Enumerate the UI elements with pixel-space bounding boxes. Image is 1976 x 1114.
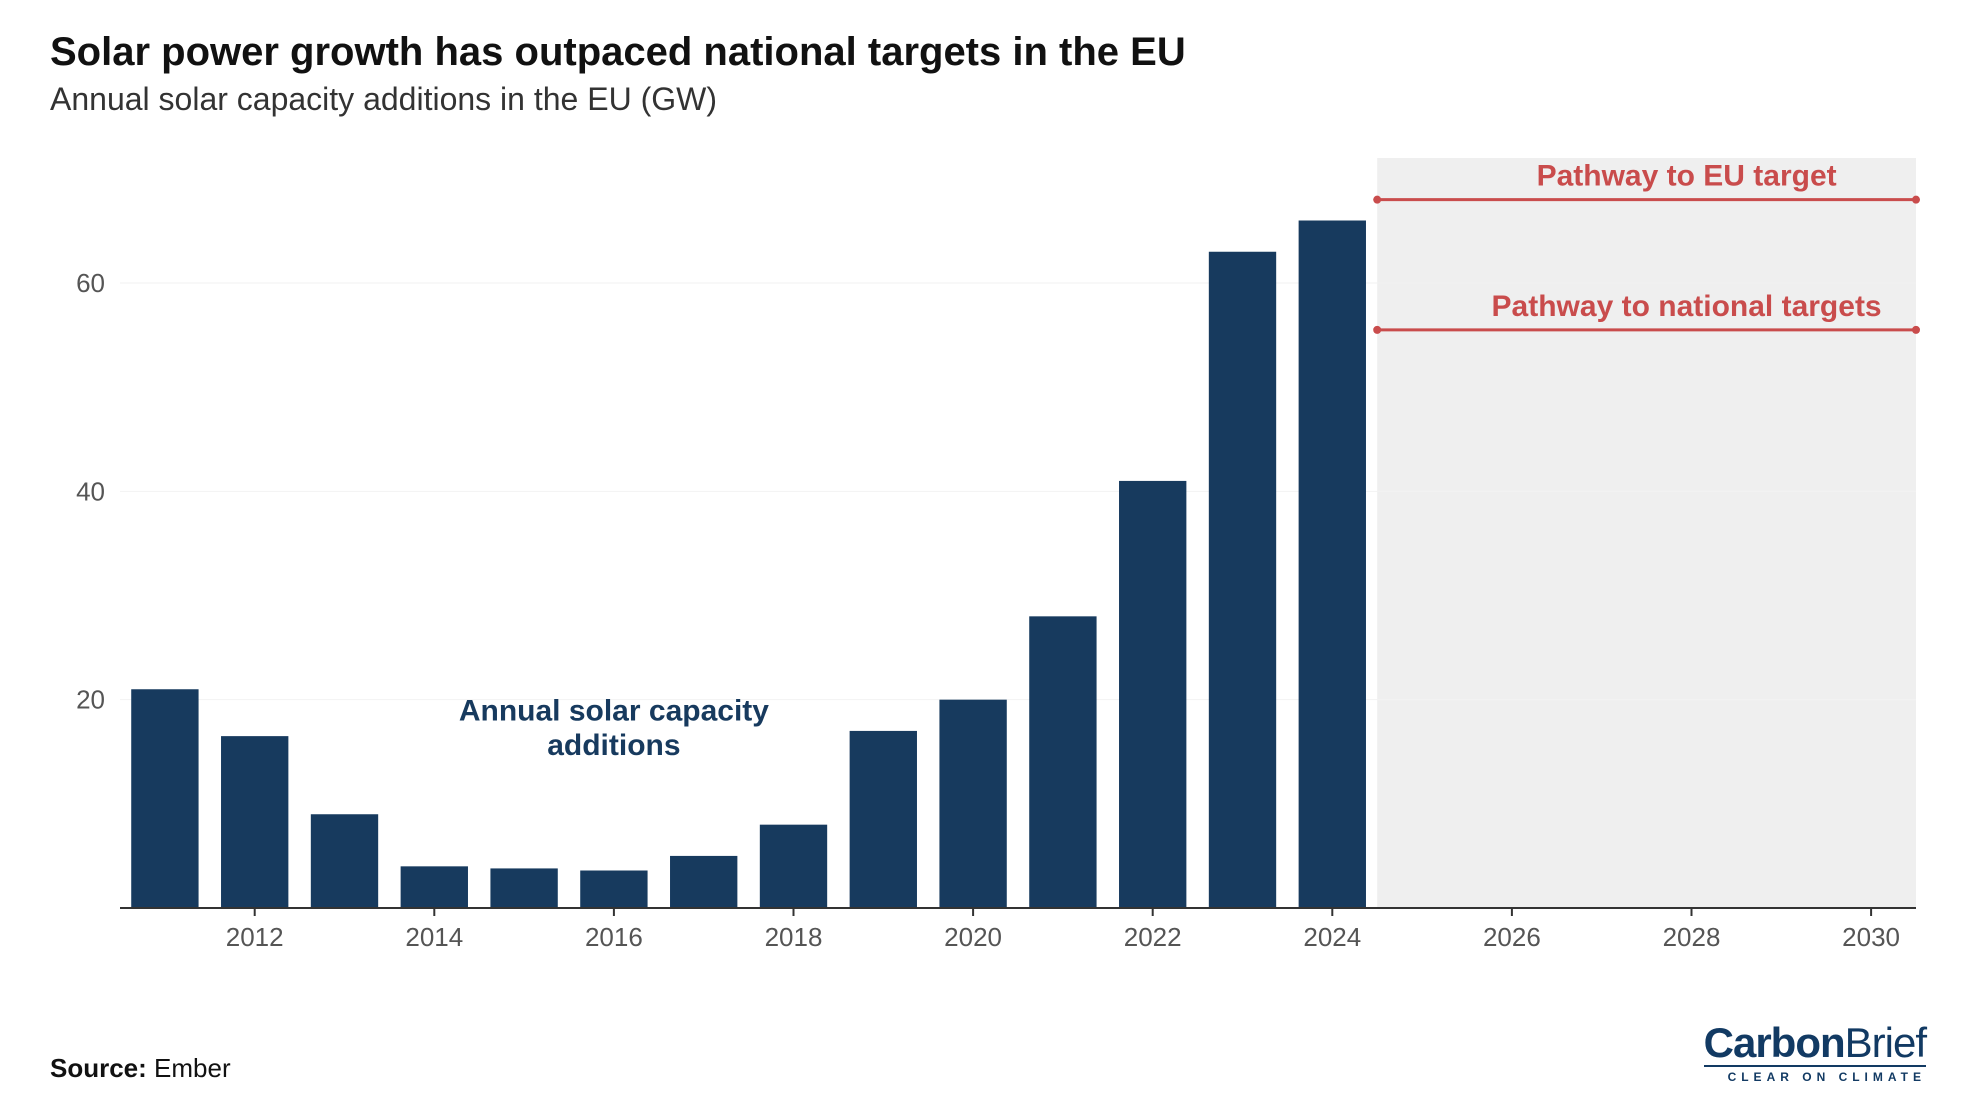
bar	[580, 871, 647, 909]
x-tick-label: 2028	[1663, 922, 1721, 952]
footer: Source: Ember CarbonBrief CLEAR ON CLIMA…	[50, 1023, 1926, 1084]
bar-annotation: Annual solar capacityadditions	[459, 695, 769, 763]
pathway-cap	[1373, 326, 1381, 334]
y-tick-label: 60	[76, 268, 105, 298]
bar	[311, 814, 378, 908]
bar	[1119, 481, 1186, 908]
bar	[760, 825, 827, 908]
x-tick-label: 2012	[226, 922, 284, 952]
pathway-cap	[1912, 196, 1920, 204]
x-tick-label: 2022	[1124, 922, 1182, 952]
source-line: Source: Ember	[50, 1053, 231, 1084]
x-tick-label: 2020	[944, 922, 1002, 952]
future-zone	[1377, 158, 1916, 908]
bar	[131, 689, 198, 908]
chart-title: Solar power growth has outpaced national…	[50, 30, 1926, 75]
bar	[1299, 221, 1366, 909]
x-tick-label: 2026	[1483, 922, 1541, 952]
bar	[1029, 616, 1096, 908]
y-tick-label: 40	[76, 476, 105, 506]
logo-word-1: Carbon	[1704, 1019, 1845, 1066]
chart-area: 20 40 60 2012 2014 2016 2018 2020 2022 2024 2026 20…	[50, 148, 1926, 968]
bar	[221, 736, 288, 908]
bar	[670, 856, 737, 908]
pathway-label: Pathway to national targets	[1492, 290, 1882, 323]
x-tick-label: 2014	[405, 922, 463, 952]
bar	[939, 700, 1006, 908]
carbonbrief-logo: CarbonBrief CLEAR ON CLIMATE	[1704, 1023, 1926, 1084]
x-tick-label: 2030	[1842, 922, 1900, 952]
logo-tagline: CLEAR ON CLIMATE	[1704, 1065, 1926, 1084]
bar	[490, 868, 557, 908]
source-label: Source:	[50, 1053, 147, 1083]
y-tick-label: 20	[76, 685, 105, 715]
x-tick-label: 2018	[765, 922, 823, 952]
pathway-cap	[1373, 196, 1381, 204]
x-tick-label: 2024	[1303, 922, 1361, 952]
bar	[401, 866, 468, 908]
source-value: Ember	[154, 1053, 231, 1083]
bar	[1209, 252, 1276, 908]
chart-svg: 20 40 60 2012 2014 2016 2018 2020 2022 2024 2026 20…	[50, 148, 1926, 968]
logo-main: CarbonBrief	[1704, 1023, 1926, 1063]
pathway-label: Pathway to EU target	[1537, 160, 1837, 193]
pathway-cap	[1912, 326, 1920, 334]
bar	[850, 731, 917, 908]
x-tick-label: 2016	[585, 922, 643, 952]
chart-subtitle: Annual solar capacity additions in the E…	[50, 81, 1926, 118]
logo-word-2: Brief	[1845, 1019, 1926, 1066]
